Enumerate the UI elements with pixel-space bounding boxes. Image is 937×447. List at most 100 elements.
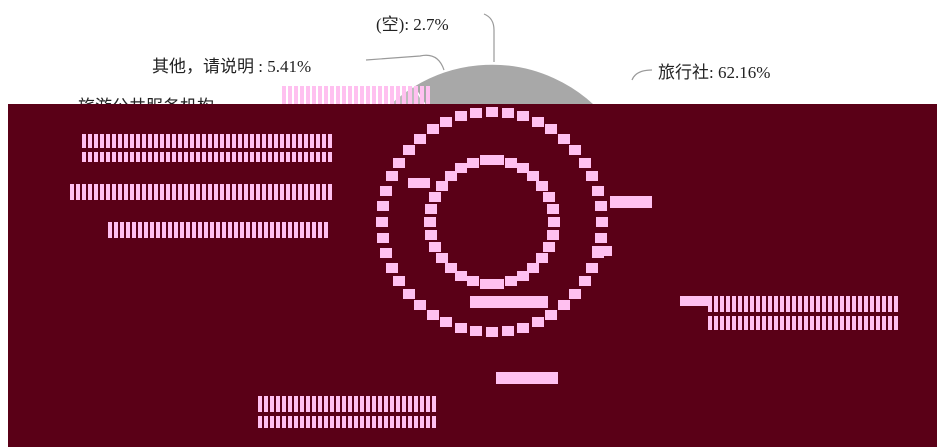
glitch-block: [106, 184, 110, 200]
glitch-block: [154, 134, 158, 148]
glitch-block: [846, 316, 850, 330]
glitch-block: [408, 396, 412, 412]
glitch-block: [88, 134, 92, 148]
glitch-block: [282, 396, 286, 412]
glitch-block: [750, 296, 754, 312]
glitch-block: [408, 416, 412, 428]
glitch-block: [426, 396, 430, 412]
glitch-block: [294, 396, 298, 412]
glitch-block: [595, 201, 607, 211]
glitch-block: [312, 416, 316, 428]
glitch-block: [180, 222, 184, 238]
glitch-block: [136, 152, 140, 162]
glitch-block: [112, 134, 116, 148]
glitch-block: [386, 171, 398, 181]
glitch-block: [744, 316, 748, 330]
glitch-block: [390, 396, 394, 412]
glitch-block: [569, 289, 581, 299]
glitch-block: [246, 222, 250, 238]
glitch-block: [420, 86, 424, 104]
glitch-block: [396, 396, 400, 412]
glitch-block: [420, 396, 424, 412]
glitch-block: [455, 111, 467, 121]
glitch-block: [258, 222, 262, 238]
glitch-block: [268, 184, 272, 200]
glitch-block: [310, 152, 314, 162]
glitch-block: [786, 316, 790, 330]
glitch-block: [192, 222, 196, 238]
glitch-block: [250, 152, 254, 162]
glitch-block: [196, 134, 200, 148]
glitch-block: [436, 181, 448, 191]
glitch-block: [328, 184, 332, 200]
glitch-block: [414, 134, 426, 144]
glitch-block: [393, 276, 405, 286]
glitch-block: [172, 184, 176, 200]
glitch-block: [178, 134, 182, 148]
glitch-block: [390, 416, 394, 428]
glitch-block: [306, 416, 310, 428]
glitch-block: [282, 416, 286, 428]
glitch-block: [792, 316, 796, 330]
glitch-block: [840, 316, 844, 330]
glitch-block: [136, 184, 140, 200]
glitch-block: [336, 396, 340, 412]
glitch-block: [738, 316, 742, 330]
slice-label-other: 其他，请说明 : 5.41%: [152, 57, 311, 76]
glitch-block: [310, 184, 314, 200]
glitch-block: [432, 396, 436, 412]
glitch-block: [426, 416, 430, 428]
glitch-block: [130, 184, 134, 200]
glitch-block: [427, 310, 439, 320]
glitch-block: [840, 296, 844, 312]
glitch-block: [378, 396, 382, 412]
glitch-block: [316, 134, 320, 148]
glitch-block: [196, 184, 200, 200]
glitch-block: [810, 296, 814, 312]
glitch-block: [298, 152, 302, 162]
glitch-block: [852, 296, 856, 312]
glitch-block: [76, 184, 80, 200]
glitch-block: [244, 152, 248, 162]
glitch-block: [88, 184, 92, 200]
glitch-block: [100, 184, 104, 200]
glitch-block: [318, 86, 322, 104]
glitch-block: [532, 117, 544, 127]
glitch-block: [360, 86, 364, 104]
glitch-block: [425, 230, 437, 240]
glitch-block: [822, 316, 826, 330]
glitch-block: [282, 222, 286, 238]
glitch-block: [160, 184, 164, 200]
glitch-block: [402, 86, 406, 104]
glitch-block: [130, 134, 134, 148]
glitch-block: [142, 134, 146, 148]
glitch-block: [300, 416, 304, 428]
glitch-block: [586, 263, 598, 273]
glitch-block: [858, 296, 862, 312]
glitch-block: [455, 163, 467, 173]
glitch-block: [294, 222, 298, 238]
glitch-block: [366, 416, 370, 428]
glitch-block: [148, 184, 152, 200]
glitch-block: [256, 152, 260, 162]
glitch-block: [545, 124, 557, 134]
glitch-block: [527, 171, 539, 181]
glitch-block: [708, 316, 712, 330]
glitch-block: [502, 326, 514, 336]
glitch-block: [517, 163, 529, 173]
glitch-block: [366, 86, 370, 104]
glitch-block: [378, 86, 382, 104]
glitch-block: [517, 271, 529, 281]
glitch-block: [738, 296, 742, 312]
glitch-block: [250, 134, 254, 148]
corrupted-background: [8, 104, 937, 447]
glitch-block: [174, 222, 178, 238]
glitch-block: [429, 242, 441, 252]
glitch-block: [360, 396, 364, 412]
glitch-block: [596, 217, 608, 227]
glitch-block: [312, 396, 316, 412]
glitch-block: [190, 152, 194, 162]
glitch-block: [467, 276, 479, 286]
glitch-block: [480, 279, 492, 289]
